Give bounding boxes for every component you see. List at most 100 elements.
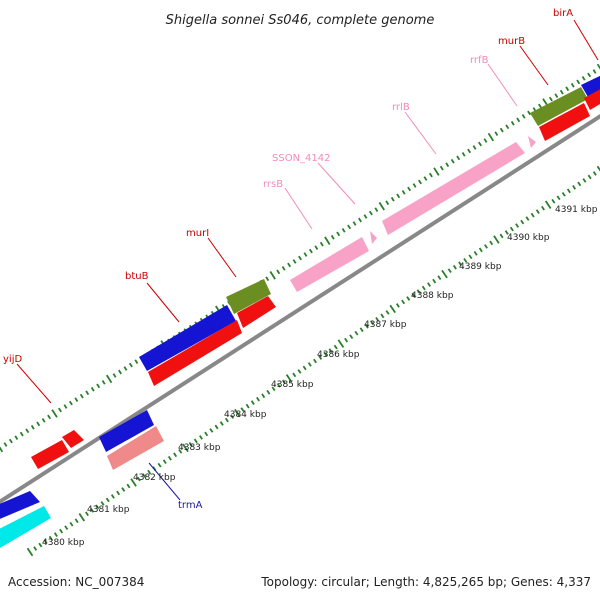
gene-label-rrlB[interactable]: rrlB: [392, 102, 437, 155]
feature-red-1: [31, 440, 69, 469]
tick-mark: [250, 400, 255, 405]
tick-mark: [333, 344, 338, 350]
gene-label-birA[interactable]: birA: [553, 8, 599, 61]
tick-mark: [292, 372, 297, 378]
tick-mark: [358, 217, 362, 223]
tick-mark: [406, 296, 411, 301]
tick-mark: [450, 158, 455, 164]
tick-mark: [182, 443, 189, 453]
tick-mark: [505, 124, 510, 130]
tick-mark: [276, 269, 281, 275]
tick-mark: [401, 190, 406, 195]
tick-mark: [363, 214, 368, 219]
tick-mark: [510, 120, 515, 126]
tick-mark: [128, 362, 133, 368]
tick-mark: [69, 521, 74, 527]
tick-mark: [193, 438, 198, 444]
gene-name-murB: murB: [498, 36, 525, 47]
tick-mark: [396, 193, 401, 199]
tick-mark: [41, 418, 46, 423]
tick-mark: [566, 188, 571, 194]
tick-mark: [494, 131, 499, 136]
gene-label-rrfB[interactable]: rrfB: [470, 55, 518, 107]
tick-mark: [43, 539, 48, 544]
tick-mark: [121, 487, 126, 492]
gene-label-btuB[interactable]: btuB: [125, 271, 180, 323]
tick-mark: [520, 219, 525, 225]
tick-mark: [51, 409, 58, 418]
tick-mark: [592, 69, 597, 74]
tick-mark: [116, 490, 121, 496]
tick-mark: [328, 348, 333, 353]
tick-mark: [324, 236, 331, 245]
gene-label-trmA[interactable]: trmA: [148, 462, 203, 511]
gene-label-rrsB[interactable]: rrsB: [263, 179, 313, 230]
tick-mark: [544, 200, 552, 209]
tick-mark: [209, 428, 214, 433]
tick-mark: [188, 441, 193, 447]
tick-mark: [370, 320, 374, 326]
tick-mark: [368, 210, 373, 216]
tick-mark: [437, 275, 442, 281]
tick-mark: [224, 417, 229, 423]
gene-label-yijD[interactable]: yijD: [3, 354, 52, 404]
tick-mark: [551, 198, 556, 204]
tick-mark: [504, 230, 509, 235]
tick-mark: [245, 403, 250, 409]
tick-mark: [265, 276, 270, 282]
tick-mark: [380, 313, 385, 319]
tick-mark: [130, 478, 137, 487]
tick-mark: [110, 494, 115, 499]
tick-mark: [489, 240, 494, 246]
scale-label: 4382 kbp: [133, 473, 176, 483]
tick-mark: [105, 497, 110, 503]
gene-name-yijD: yijD: [3, 354, 22, 365]
tick-mark: [314, 245, 319, 250]
tick-mark: [432, 278, 437, 284]
tick-mark: [478, 141, 482, 147]
tick-mark: [105, 374, 113, 384]
tick-mark: [515, 223, 520, 228]
tick-mark: [142, 473, 146, 478]
tick-mark: [352, 221, 357, 226]
tick-mark: [204, 431, 209, 437]
gene-name-trmA: trmA: [178, 500, 203, 511]
scale-label: 4384 kbp: [224, 410, 267, 420]
gene-label-murB[interactable]: murB: [498, 36, 549, 86]
tick-mark: [33, 546, 38, 551]
tick-mark: [74, 518, 79, 524]
tick-mark: [418, 179, 422, 185]
inner-tick-row: [26, 165, 600, 557]
gene-label-murI[interactable]: murI: [186, 228, 237, 278]
gene-leader-rrfB: [487, 63, 518, 107]
tick-mark: [330, 234, 335, 240]
tick-mark: [214, 424, 219, 430]
tick-mark: [167, 455, 172, 461]
tick-mark: [136, 476, 141, 482]
gene-label-SSON_4142[interactable]: SSON_4142: [272, 153, 356, 205]
tick-mark: [439, 165, 444, 171]
scale-label: 4390 kbp: [507, 233, 550, 243]
tick-mark: [95, 504, 100, 510]
tick-mark: [308, 248, 313, 254]
tick-mark: [261, 393, 266, 399]
tick-mark: [173, 452, 178, 458]
tick-mark: [90, 386, 95, 392]
tick-mark: [467, 148, 472, 154]
tick-mark: [230, 414, 235, 419]
tick-mark: [456, 155, 461, 161]
tick-mark: [565, 86, 570, 92]
feature-blue-3: [139, 305, 236, 371]
tick-mark: [461, 152, 466, 157]
gene-leader-murB: [519, 45, 549, 86]
tick-mark: [178, 448, 183, 454]
tick-mark: [347, 224, 352, 230]
tick-mark: [407, 186, 412, 192]
feature-red-6: [584, 89, 600, 110]
tick-mark: [318, 355, 323, 360]
tick-mark: [483, 138, 488, 143]
tick-mark: [266, 389, 271, 395]
tick-mark: [30, 424, 35, 430]
map-title: Shigella sonnei Ss046, complete genome: [166, 13, 435, 28]
feature-blue-2: [99, 410, 154, 452]
